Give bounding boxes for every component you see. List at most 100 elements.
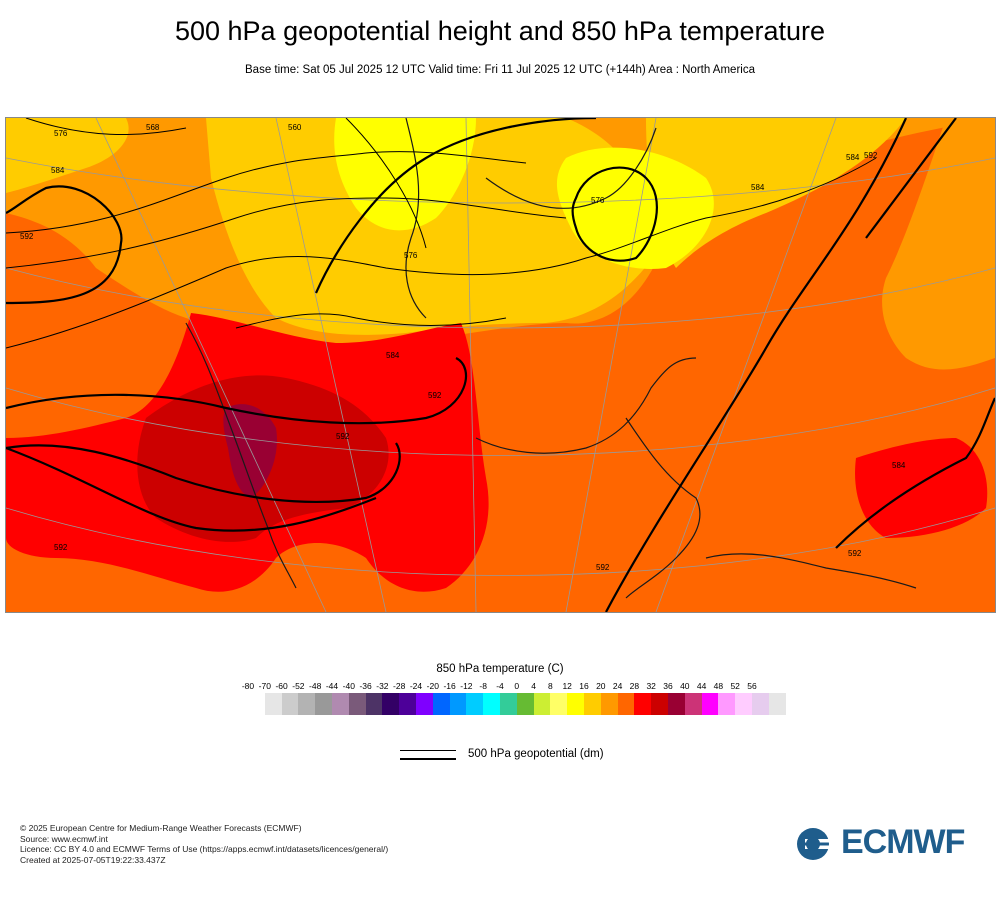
- contour-label: 592: [336, 432, 350, 441]
- legend-swatch: [499, 693, 517, 715]
- contour-label: 592: [20, 232, 34, 241]
- legend-tick-label: -44: [325, 681, 339, 691]
- legend-swatch: [567, 693, 584, 715]
- legend-swatch: [449, 693, 467, 715]
- legend-tick-label: -52: [292, 681, 305, 691]
- legend-tick-label: -12: [460, 681, 473, 691]
- legend-swatch: [264, 693, 282, 715]
- ecmwf-logo[interactable]: ECMWF: [795, 823, 985, 862]
- geopotential-contours: [6, 118, 995, 612]
- graticule: [6, 118, 995, 612]
- legend-swatch: [600, 693, 618, 715]
- legend-swatch: [651, 693, 668, 715]
- contour-legend-line-thick: [400, 758, 456, 760]
- footer-copyright: © 2025 European Centre for Medium-Range …: [20, 823, 302, 833]
- contour-label: 576: [54, 129, 68, 138]
- legend-tick-label: -80: [241, 681, 255, 691]
- legend-swatch: [382, 693, 400, 715]
- legend-swatch: [348, 693, 366, 715]
- legend-swatch: [583, 693, 601, 715]
- legend-tick-label: -16: [443, 681, 456, 691]
- legend-tick-label: 28: [629, 681, 640, 691]
- footer-licence: Licence: CC BY 4.0 and ECMWF Terms of Us…: [20, 844, 389, 854]
- legend-swatch: [281, 693, 299, 715]
- legend-swatch: [735, 693, 752, 715]
- contour-legend-label: 500 hPa geopotential (dm): [468, 748, 604, 760]
- legend-swatch: [751, 693, 769, 715]
- contour-label: 584: [386, 351, 400, 360]
- legend-swatch: [634, 693, 652, 715]
- legend-swatch: [415, 693, 433, 715]
- footer: © 2025 European Centre for Medium-Range …: [20, 823, 388, 865]
- legend-tick-label: 24: [612, 681, 623, 691]
- legend-tick-label: 44: [696, 681, 707, 691]
- legend-tick-label: 36: [663, 681, 673, 691]
- ecmwf-logo-icon: [797, 828, 839, 860]
- legend-tick-label: 32: [646, 681, 656, 691]
- contour-label: 592: [428, 391, 442, 400]
- legend-tick-label: -40: [342, 681, 355, 691]
- legend-swatch: [768, 693, 786, 715]
- legend-tick-label: -20: [426, 681, 439, 691]
- contour-label: 584: [892, 461, 906, 470]
- legend-swatch: [516, 693, 534, 715]
- legend-title: 850 hPa temperature (C): [436, 663, 564, 675]
- footer-created: Created at 2025-07-05T19:22:33.437Z: [20, 854, 166, 865]
- contour-label: 576: [404, 251, 418, 260]
- map-canvas: 576 568 560 584 592 592 576 576 584 584 …: [6, 118, 995, 612]
- legend-tick-label: 40: [680, 681, 690, 691]
- legend-swatch: [298, 693, 316, 715]
- legend-tick-label: 8: [548, 681, 553, 691]
- legend-swatch: [617, 693, 635, 715]
- legend-tick-label: -8: [479, 681, 487, 691]
- legend-tick-label: 0: [514, 681, 520, 691]
- map-panel[interactable]: 576 568 560 584 592 592 576 576 584 584 …: [5, 117, 996, 613]
- contour-label: 560: [288, 123, 302, 132]
- contour-label: 592: [54, 543, 68, 552]
- temperature-field-cool-nw: [6, 118, 129, 193]
- contour-label: 584: [51, 166, 65, 175]
- legend-tick-label: 12: [562, 681, 572, 691]
- legend-tick-label: -32: [376, 681, 389, 691]
- legend-tick-label: 16: [579, 681, 589, 691]
- ecmwf-logo-text: ECMWF: [841, 823, 965, 861]
- legend-tick-label: 20: [596, 681, 606, 691]
- legend-colorbar: [264, 693, 786, 715]
- legend-tick-label: -70: [258, 681, 271, 691]
- contour-label: 568: [146, 123, 160, 132]
- contour-label: 592: [848, 549, 862, 558]
- legend-tick-label: -48: [309, 681, 322, 691]
- chart-title: 500 hPa geopotential height and 850 hPa …: [174, 16, 825, 46]
- legend-tick-label: 4: [531, 681, 536, 691]
- temperature-field-extreme: [223, 404, 277, 498]
- contour-label: 592: [864, 151, 878, 160]
- legend-swatch: [718, 693, 736, 715]
- legend-tick-label: -24: [409, 681, 423, 691]
- legend-tick-label: -60: [275, 681, 288, 691]
- legend-swatch: [432, 693, 450, 715]
- legend-swatch: [365, 693, 383, 715]
- legend-tick-label: 52: [730, 681, 740, 691]
- temperature-field-cool-ne: [646, 118, 906, 268]
- legend-swatch: [701, 693, 719, 715]
- coastlines: [185, 118, 917, 599]
- legend-tick-label: -36: [359, 681, 372, 691]
- legend-swatch: [684, 693, 702, 715]
- chart-subtitle: Base time: Sat 05 Jul 2025 12 UTC Valid …: [245, 64, 755, 76]
- legend-swatch: [331, 693, 349, 715]
- contour-legend-line-thin: [400, 750, 456, 751]
- legend-swatch: [550, 693, 568, 715]
- contour-label: 592: [596, 563, 610, 572]
- footer-source: Source: www.ecmwf.int: [20, 833, 108, 844]
- contour-label: 584: [751, 183, 765, 192]
- temperature-field-east: [882, 118, 995, 370]
- legend-swatch: [667, 693, 685, 715]
- contour-label-group: 576 568 560 584 592 592 576 576 584 584 …: [20, 123, 906, 572]
- temperature-field-coolest-east: [556, 147, 714, 269]
- legend-swatch: [466, 693, 484, 715]
- legend-ticks: -80 -70 -60 -52 -48 -44 -40 -36 -32 -28 -24 -20 -16-…: [0, 681, 1000, 693]
- legend-tick-label: 48: [713, 681, 724, 691]
- contour-label: 576: [591, 196, 605, 205]
- legend-swatch: [315, 693, 332, 715]
- legend-tick-label: -28: [393, 681, 406, 691]
